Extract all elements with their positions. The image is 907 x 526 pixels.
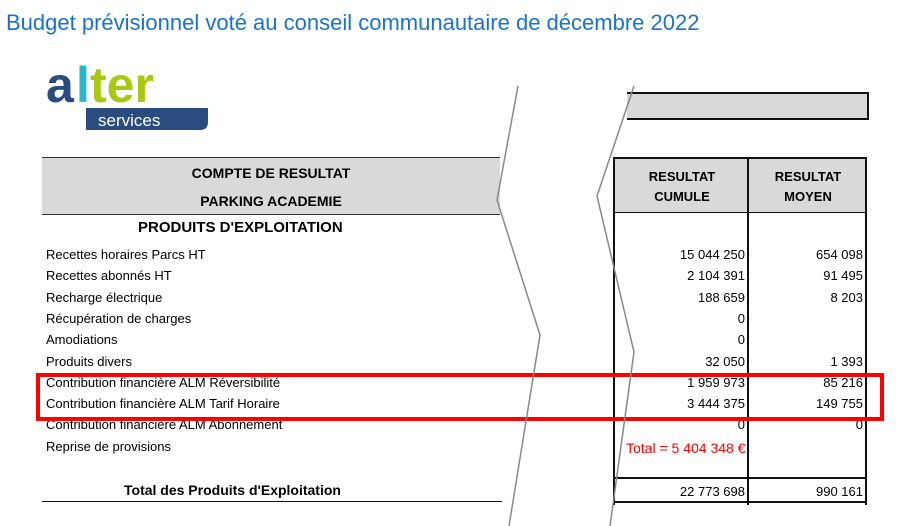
row-moyen: 1 393 [830, 353, 863, 369]
total-cumule: 22 773 698 [679, 484, 745, 499]
svg-text:services: services [98, 111, 160, 130]
row-label: Récupération de charges [46, 310, 192, 326]
column-divider [865, 157, 867, 505]
divider [615, 501, 867, 503]
svg-text:l: l [76, 60, 90, 113]
column-header-line: RESULTAT [648, 169, 716, 184]
row-cumule: 3 444 375 [687, 396, 745, 412]
total-moyen: 990 161 [816, 484, 863, 499]
row-cumule: 0 [737, 417, 745, 433]
row-label: Contribution financière ALM Abonnement [46, 417, 283, 433]
row-cumule: 32 050 [705, 353, 745, 369]
row-moyen: 85 216 [823, 374, 863, 390]
row-cumule: 0 [737, 332, 745, 348]
row-label: Produits divers [46, 353, 132, 369]
row-moyen: 654 098 [816, 247, 863, 262]
column-divider [613, 157, 615, 505]
header-box [627, 92, 869, 120]
row-moyen: 149 755 [816, 396, 863, 412]
page-title: Budget prévisionnel voté au conseil comm… [6, 10, 700, 35]
row-label: Recettes horaires Parcs HT [46, 247, 206, 262]
row-label: Recettes abonnés HT [46, 268, 172, 284]
column-header-line: CUMULE [654, 189, 710, 204]
row-label: Recharge électrique [46, 289, 163, 305]
column-header-cumule: RESULTAT CUMULE [615, 157, 749, 213]
row-label: Amodiations [46, 332, 118, 348]
row-cumule: 15 044 250 [679, 247, 745, 262]
row-cumule: 2 104 391 [687, 268, 745, 284]
column-header-moyen: RESULTAT MOYEN [749, 157, 867, 213]
total-annotation: Total = 5 404 348 € [626, 440, 746, 456]
highlight-box [36, 373, 884, 421]
section-title: PRODUITS D'EXPLOITATION [138, 219, 343, 236]
row-label: Reprise de provisions [46, 438, 172, 454]
row-label: Contribution financière ALM Réversibilit… [46, 374, 281, 390]
row-cumule: 188 659 [698, 289, 745, 305]
row-cumule: 1 959 973 [687, 374, 745, 390]
row-moyen: 91 495 [823, 268, 863, 284]
svg-text:a: a [46, 60, 75, 113]
divider [615, 477, 867, 479]
row-moyen: 8 203 [830, 289, 863, 305]
row-label: Contribution financière ALM Tarif Horair… [46, 396, 280, 412]
divider [42, 501, 502, 502]
header-subtitle: PARKING ACADEMIE [200, 193, 342, 209]
alter-services-logo: a l ter services [46, 60, 208, 130]
column-divider [747, 157, 749, 505]
svg-text:ter: ter [90, 60, 154, 113]
column-header-line: RESULTAT [774, 169, 842, 184]
column-header-line: MOYEN [784, 189, 832, 204]
header-title: COMPTE DE RESULTAT [191, 165, 351, 181]
row-cumule: 0 [737, 310, 745, 326]
row-moyen: 0 [855, 417, 863, 433]
table-header: COMPTE DE RESULTAT PARKING ACADEMIE [42, 157, 500, 215]
total-label: Total des Produits d'Exploitation [124, 482, 341, 498]
